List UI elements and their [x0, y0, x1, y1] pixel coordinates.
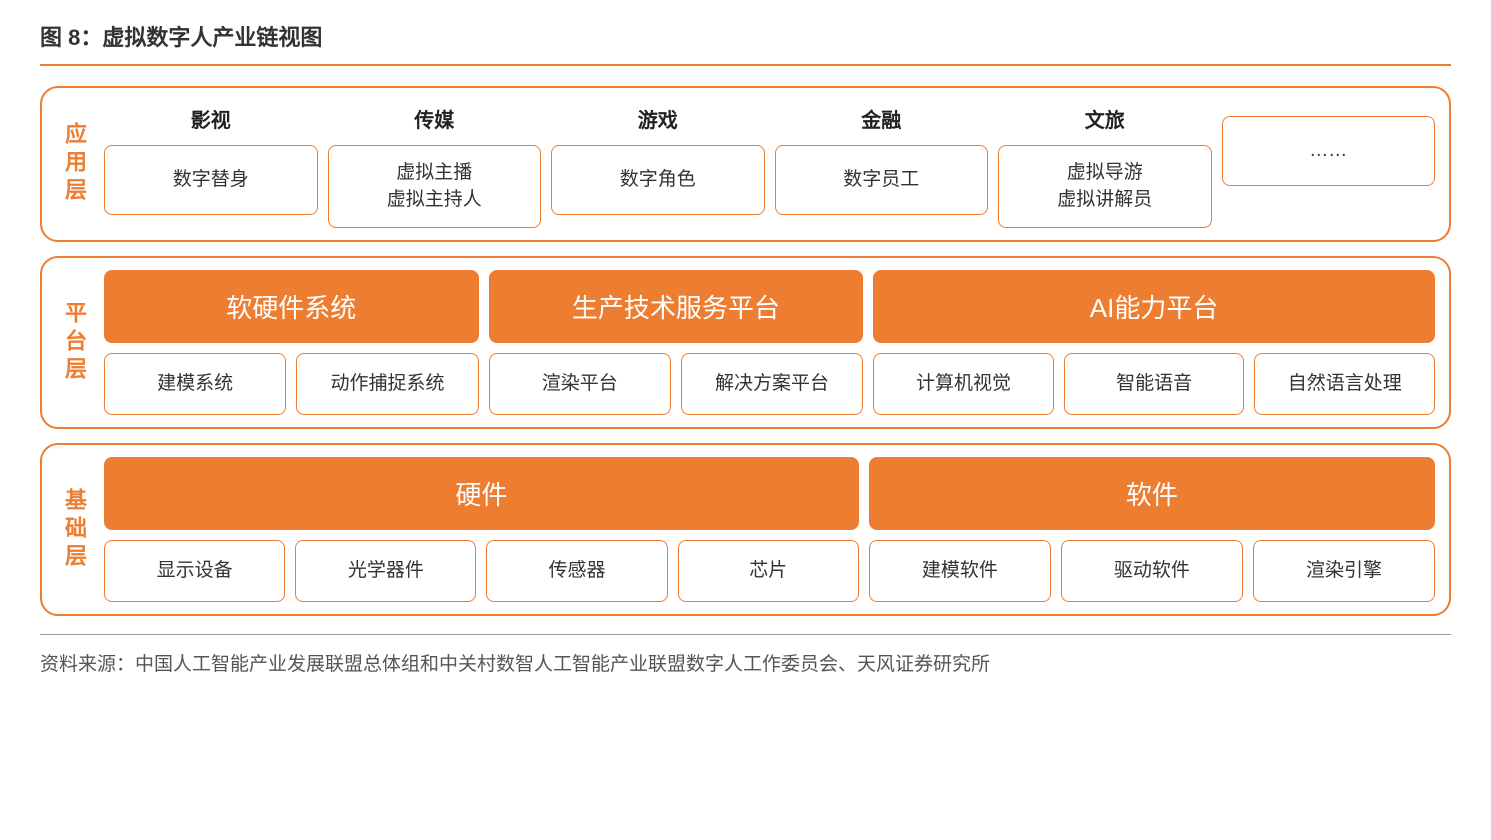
platform-group-2: AI能力平台 计算机视觉 智能语音 自然语言处理	[873, 270, 1435, 415]
app-cell: 虚拟主播 虚拟主持人	[328, 145, 542, 228]
app-col-3: 金融 数字员工	[775, 100, 989, 228]
foundation-cell: 显示设备	[104, 540, 285, 602]
foundation-cell: 光学器件	[295, 540, 476, 602]
layer-foundation: 基础层 硬件 显示设备 光学器件 传感器 芯片 软件 建模软件 驱动软件 渲染引…	[40, 443, 1451, 616]
foundation-row: 硬件 显示设备 光学器件 传感器 芯片 软件 建模软件 驱动软件 渲染引擎	[104, 457, 1435, 602]
platform-cell: 计算机视觉	[873, 353, 1054, 415]
foundation-cell: 建模软件	[869, 540, 1051, 602]
platform-cell: 自然语言处理	[1254, 353, 1435, 415]
layer-application: 应用层 影视 数字替身 传媒 虚拟主播 虚拟主持人 游戏 数字角色 金融 数字员…	[40, 86, 1451, 242]
platform-band: 生产技术服务平台	[489, 270, 864, 343]
app-header	[1222, 100, 1436, 110]
app-header: 影视	[104, 100, 318, 139]
app-header: 游戏	[551, 100, 765, 139]
foundation-cell: 芯片	[678, 540, 859, 602]
platform-band: 软硬件系统	[104, 270, 479, 343]
foundation-group-0: 硬件 显示设备 光学器件 传感器 芯片	[104, 457, 859, 602]
foundation-cell: 驱动软件	[1061, 540, 1243, 602]
platform-group-1: 生产技术服务平台 渲染平台 解决方案平台	[489, 270, 864, 415]
app-cell-more: ……	[1222, 116, 1436, 186]
app-cell: 数字替身	[104, 145, 318, 215]
platform-band: AI能力平台	[873, 270, 1435, 343]
foundation-band: 软件	[869, 457, 1435, 530]
app-col-0: 影视 数字替身	[104, 100, 318, 228]
app-header: 文旅	[998, 100, 1212, 139]
platform-cell: 智能语音	[1064, 353, 1245, 415]
app-header: 金融	[775, 100, 989, 139]
app-col-1: 传媒 虚拟主播 虚拟主持人	[328, 100, 542, 228]
platform-cell: 动作捕捉系统	[296, 353, 478, 415]
app-header: 传媒	[328, 100, 542, 139]
platform-cell: 渲染平台	[489, 353, 671, 415]
app-cell: 数字角色	[551, 145, 765, 215]
layer-platform: 平台层 软硬件系统 建模系统 动作捕捉系统 生产技术服务平台 渲染平台 解决方案…	[40, 256, 1451, 429]
source-citation: 资料来源：中国人工智能产业发展联盟总体组和中关村数智人工智能产业联盟数字人工作委…	[40, 634, 1451, 676]
figure-title: 图 8：虚拟数字人产业链视图	[40, 20, 1451, 66]
platform-cell: 建模系统	[104, 353, 286, 415]
app-col-5: ……	[1222, 100, 1436, 228]
app-cell: 数字员工	[775, 145, 989, 215]
platform-row: 软硬件系统 建模系统 动作捕捉系统 生产技术服务平台 渲染平台 解决方案平台 A…	[104, 270, 1435, 415]
layer-name-foundation: 基础层	[50, 457, 104, 602]
foundation-band: 硬件	[104, 457, 859, 530]
app-cell: 虚拟导游 虚拟讲解员	[998, 145, 1212, 228]
foundation-cell: 渲染引擎	[1253, 540, 1435, 602]
platform-cell: 解决方案平台	[681, 353, 863, 415]
app-col-2: 游戏 数字角色	[551, 100, 765, 228]
foundation-group-1: 软件 建模软件 驱动软件 渲染引擎	[869, 457, 1435, 602]
application-row: 影视 数字替身 传媒 虚拟主播 虚拟主持人 游戏 数字角色 金融 数字员工 文旅…	[104, 100, 1435, 228]
foundation-cell: 传感器	[486, 540, 667, 602]
platform-group-0: 软硬件系统 建模系统 动作捕捉系统	[104, 270, 479, 415]
layer-name-platform: 平台层	[50, 270, 104, 415]
app-col-4: 文旅 虚拟导游 虚拟讲解员	[998, 100, 1212, 228]
layer-name-application: 应用层	[50, 100, 104, 228]
